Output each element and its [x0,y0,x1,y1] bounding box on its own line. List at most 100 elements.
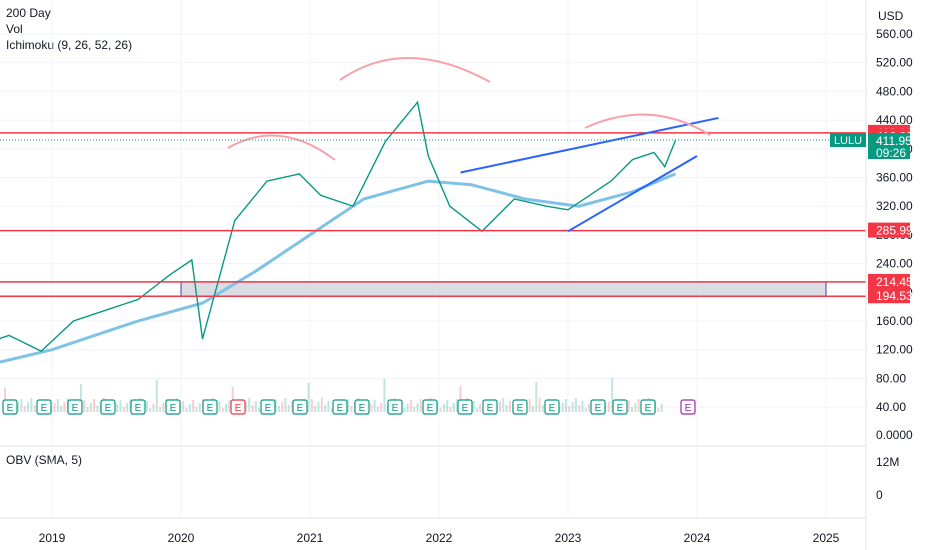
obv-tick-label: 12M [876,455,899,469]
volume-bar [657,408,660,412]
price-label-badge: 285.99 [868,222,913,238]
svg-text:E: E [135,403,142,414]
earnings-marker: E [36,399,52,415]
volume-bar [571,402,574,412]
legend-ichimoku[interactable]: Ichimoku (9, 26, 52, 26) [6,38,133,52]
volume-bar [416,403,419,412]
legend-200-day[interactable]: 200 Day [6,6,51,20]
volume-bar [96,406,99,412]
volume-bar [419,399,422,412]
volume-bar [631,407,633,412]
x-tick-label: 2021 [297,531,324,545]
volume-bar [459,386,462,412]
svg-text:E: E [41,403,48,414]
last-price-badge: 411.95 09:26 [868,133,912,160]
svg-text:E: E [207,403,214,414]
svg-text:E: E [427,403,434,414]
volume-bar [307,383,310,412]
volume-bar [89,403,92,412]
volume-bar [320,398,323,412]
earnings-marker: E [130,399,146,415]
pattern-arcs [227,57,711,161]
volume-bar [284,398,287,412]
price-label-badge: 194.53 [868,288,913,304]
volume-bar [314,406,317,412]
svg-text:E: E [517,403,524,414]
volume-bar [225,404,228,412]
volume-bar [578,405,581,412]
volume-bar [347,399,350,412]
volume-bar [56,399,59,412]
price-label-text: 285.99 [876,224,913,238]
volume-bar [574,398,577,412]
symbol-label: LULU [834,135,862,147]
y-tick-label: 120.00 [876,343,913,357]
svg-text:E: E [235,403,242,414]
earnings-marker: E [387,399,403,415]
volume-bar [561,403,564,412]
volume-bar [17,403,20,412]
earnings-marker: E [482,399,498,415]
volume-bar [634,403,637,412]
volume-bar [281,402,284,412]
svg-text:E: E [617,403,624,414]
earnings-marker: E [67,399,83,415]
volume-bar [637,399,640,412]
volume-bar [376,407,379,412]
svg-text:E: E [685,403,692,414]
volume-bar [116,404,119,412]
volume-bar [588,404,591,412]
volume-bar [439,408,442,412]
earnings-marker: E [590,399,606,415]
earnings-marker: E [457,399,473,415]
volume-bar [291,401,294,412]
x-tick-label: 2024 [684,531,711,545]
support-resistance-levels [0,132,866,297]
grid [0,0,866,518]
y-tick-label: 80.00 [876,371,906,385]
volume-bar [627,400,630,412]
volume-bar [607,402,610,412]
legend-obv[interactable]: OBV (SMA, 5) [6,453,83,467]
volume-bar [287,405,290,412]
volume-bar [324,405,327,412]
y-tick-label: 560.00 [876,27,913,41]
volume-bar [251,405,254,412]
volume-bar [221,408,224,412]
volume-bar [568,406,571,412]
volume-bar [383,379,386,412]
earnings-marker: E [165,399,181,415]
svg-text:E: E [72,403,79,414]
y-tick-label: 160.00 [876,314,913,328]
volume-bar [472,401,475,412]
volume-bar [310,399,313,412]
volume-bar [327,401,330,412]
volume-bar [581,401,584,412]
earnings-marker: E [640,399,656,415]
earnings-marker: E [354,399,370,415]
legend-vol[interactable]: Vol [6,22,23,36]
volume-bar [159,407,162,412]
earnings-marker: E [512,399,528,415]
svg-text:E: E [645,403,652,414]
wedge-line [460,116,719,174]
price-label-text: 194.53 [876,289,913,303]
obv-pane: 12M 0 [876,455,899,502]
zone-rect [180,281,827,297]
volume-bar [182,401,185,412]
earnings-marker: E [612,399,628,415]
symbol-badge: LULU [830,133,866,147]
volume-bar [373,400,376,412]
y-tick-label: 320.00 [876,199,913,213]
earnings-marker: E [2,399,18,415]
volume-tick-label: 0.0000 [876,428,913,442]
volume-bar [218,401,221,412]
volume-bar [228,400,231,412]
volume-bar [254,401,257,412]
earnings-marker: E [230,399,246,415]
volume-bar [535,382,538,412]
volume-bar [541,405,544,412]
svg-text:E: E [359,403,366,414]
